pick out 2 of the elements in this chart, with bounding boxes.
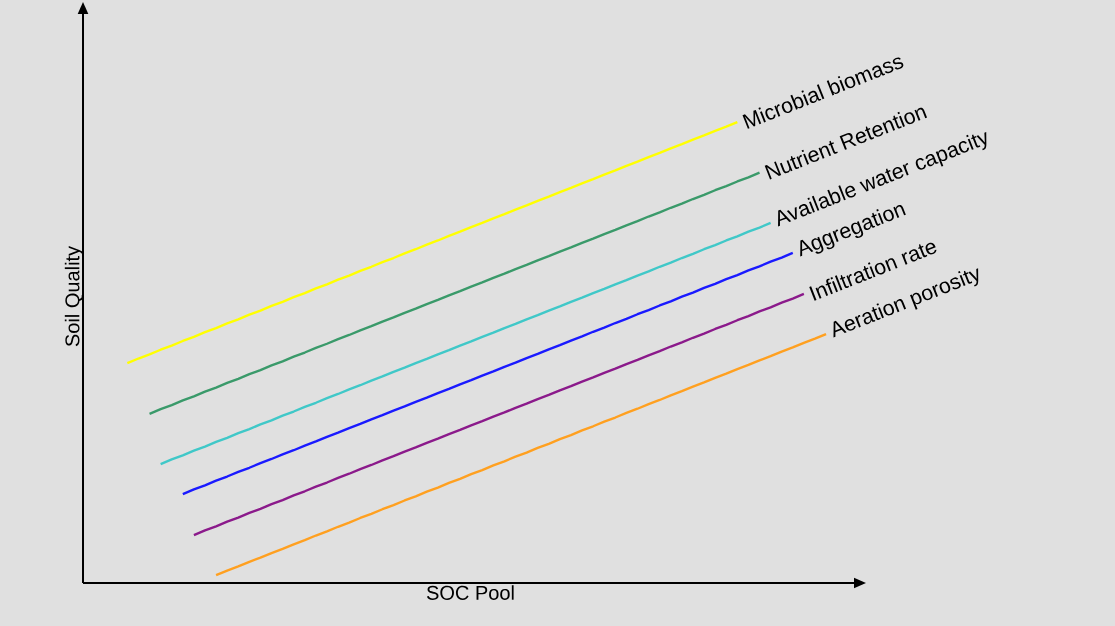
x-axis-title: SOC Pool	[426, 585, 514, 600]
y-axis-title: Soil Quality	[64, 246, 84, 347]
